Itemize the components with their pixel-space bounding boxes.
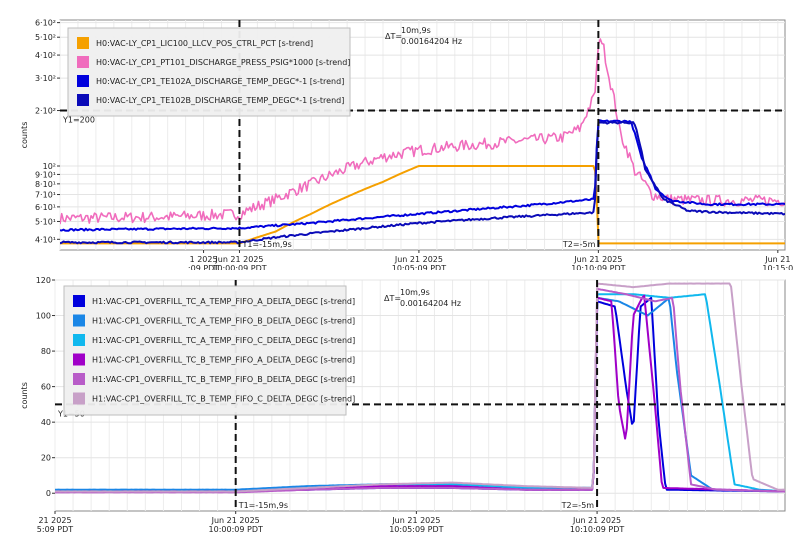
series-line-2 bbox=[60, 119, 785, 232]
x-tick-label: 10:00:09 PDT bbox=[209, 525, 263, 534]
legend: H0:VAC-LY_CP1_LIC100_LLCV_POS_CTRL_PCT [… bbox=[67, 27, 351, 117]
cursor-t2-label: T2=-5m bbox=[562, 240, 596, 249]
x-tick-label: 10:05:09 PDT bbox=[392, 264, 446, 270]
delta-freq: 0.00164204 Hz bbox=[401, 37, 462, 46]
x-tick-label: :09 PDT bbox=[188, 264, 219, 270]
y-tick-label: 9·10¹ bbox=[35, 170, 56, 179]
series-group bbox=[60, 38, 785, 245]
legend-entry: H1:VAC-CP1_OVERFILL_TC_A_TEMP_FIFO_C_DEL… bbox=[92, 336, 355, 345]
y-tick-label: 6·10¹ bbox=[35, 203, 56, 212]
legend-box bbox=[67, 27, 351, 117]
delta-freq: 0.00164204 Hz bbox=[400, 299, 461, 308]
legend-entry: H1:VAC-CP1_OVERFILL_TC_A_TEMP_FIFO_B_DEL… bbox=[92, 317, 355, 326]
legend-entry: H0:VAC-LY_CP1_PT101_DISCHARGE_PRESS_PSIG… bbox=[96, 58, 350, 67]
delta-label: ΔT= bbox=[384, 294, 401, 303]
y-tick-label: 3·10² bbox=[35, 74, 56, 83]
x-tick-label: Jun 21 2025 bbox=[391, 516, 440, 525]
y-tick-label: 0 bbox=[46, 489, 51, 498]
y-tick-label: 4·10² bbox=[35, 51, 56, 60]
y-tick-label: 8·10¹ bbox=[35, 180, 56, 189]
series-line-3 bbox=[60, 120, 785, 245]
y-tick-label: 120 bbox=[36, 276, 51, 285]
legend-swatch bbox=[73, 353, 85, 366]
x-tick-label: Jun 21 bbox=[764, 255, 790, 264]
legend-entry: H0:VAC-LY_CP1_LIC100_LLCV_POS_CTRL_PCT [… bbox=[96, 39, 313, 48]
delta-value: 10m,9s bbox=[401, 26, 431, 35]
legend-swatch bbox=[73, 373, 85, 385]
cursor-t1-label: T1=-15m,9s bbox=[238, 501, 288, 510]
legend-swatch bbox=[77, 94, 89, 106]
legend-swatch bbox=[73, 295, 85, 307]
y-tick-label: 20 bbox=[41, 454, 51, 463]
legend-swatch bbox=[77, 75, 89, 87]
series-line-5 bbox=[55, 282, 785, 493]
x-tick-label: 10:00:09 PDT bbox=[212, 264, 266, 270]
legend-entry: H1:VAC-CP1_OVERFILL_TC_B_TEMP_FIFO_B_DEL… bbox=[92, 375, 355, 384]
legend-swatch bbox=[73, 392, 85, 405]
y-tick-label: 60 bbox=[41, 383, 51, 392]
cursor-t2-label: T2=-5m bbox=[561, 501, 595, 510]
y-tick-label: 2·10² bbox=[35, 107, 56, 116]
legend-swatch bbox=[73, 334, 85, 346]
legend-swatch bbox=[77, 56, 89, 68]
legend-entry: H0:VAC-LY_CP1_TE102B_DISCHARGE_TEMP_DEGC… bbox=[96, 96, 344, 105]
y-axis-label: counts bbox=[20, 122, 29, 149]
y-tick-label: 5·10¹ bbox=[35, 217, 56, 226]
series-group bbox=[55, 282, 785, 494]
legend-entry: H0:VAC-LY_CP1_TE102A_DISCHARGE_TEMP_DEGC… bbox=[96, 77, 344, 86]
x-tick-label: Jun 21 2025 bbox=[573, 255, 622, 264]
y-tick-label: 10² bbox=[43, 162, 56, 171]
y-tick-label: 7·10¹ bbox=[35, 191, 56, 200]
legend-swatch bbox=[77, 37, 89, 49]
x-tick-label: 10:05:09 PDT bbox=[389, 525, 443, 534]
y-axis-label: counts bbox=[20, 382, 29, 409]
legend-entry: H1:VAC-CP1_OVERFILL_TC_B_TEMP_FIFO_A_DEL… bbox=[92, 356, 355, 365]
cursor-t1-label: T1=-15m,9s bbox=[241, 240, 291, 249]
y-tick-label: 4·10¹ bbox=[35, 235, 56, 244]
legend: H1:VAC-CP1_OVERFILL_TC_A_TEMP_FIFO_A_DEL… bbox=[63, 285, 355, 416]
x-tick-label: Jun 21 2025 bbox=[572, 516, 621, 525]
delta-value: 10m,9s bbox=[400, 288, 430, 297]
y-tick-label: 40 bbox=[41, 418, 51, 427]
x-tick-label: 1 2025 bbox=[190, 255, 218, 264]
x-tick-label: 21 2025 bbox=[38, 516, 71, 525]
legend-swatch bbox=[73, 314, 85, 327]
x-tick-label: 10:10:09 PDT bbox=[570, 525, 624, 534]
legend-entry: H1:VAC-CP1_OVERFILL_TC_B_TEMP_FIFO_C_DEL… bbox=[92, 395, 355, 404]
x-tick-label: 10:10:09 PDT bbox=[571, 264, 625, 270]
delta-label: ΔT= bbox=[385, 32, 402, 41]
y-tick-label: 80 bbox=[41, 347, 51, 356]
x-tick-label: 10:15:0 bbox=[762, 264, 793, 270]
legend-box bbox=[63, 285, 347, 416]
series-line-0 bbox=[60, 165, 785, 245]
y-tick-label: 6·10² bbox=[35, 19, 56, 28]
y-tick-label: 5·10² bbox=[35, 33, 56, 42]
legend-entry: H1:VAC-CP1_OVERFILL_TC_A_TEMP_FIFO_A_DEL… bbox=[92, 297, 355, 306]
x-tick-label: Jun 21 2025 bbox=[394, 255, 443, 264]
cursor-y1-label: Y1=200 bbox=[62, 116, 95, 125]
x-tick-label: 5:09 PDT bbox=[37, 525, 73, 534]
x-tick-label: Jun 21 2025 bbox=[214, 255, 263, 264]
x-tick-label: Jun 21 2025 bbox=[211, 516, 260, 525]
y-tick-label: 100 bbox=[36, 312, 51, 321]
